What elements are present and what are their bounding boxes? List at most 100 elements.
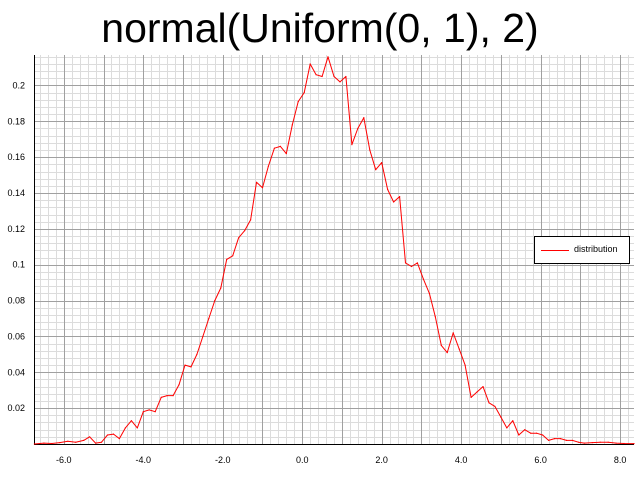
data-point <box>565 439 568 441</box>
y-tick-label: 0.1 <box>12 260 25 270</box>
data-point <box>494 405 496 407</box>
data-point <box>154 411 156 413</box>
data-point <box>291 124 293 126</box>
data-point <box>464 364 466 366</box>
data-point <box>542 434 544 436</box>
data-point <box>482 386 484 388</box>
data-point <box>261 187 264 189</box>
data-point <box>267 165 269 167</box>
data-point <box>100 441 103 443</box>
data-point <box>95 442 97 444</box>
data-point <box>530 432 532 434</box>
data-point <box>33 443 36 445</box>
data-point <box>434 316 436 318</box>
data-point <box>476 391 478 393</box>
data-point <box>500 416 502 418</box>
data-point <box>351 144 353 146</box>
data-point <box>577 441 580 443</box>
data-point <box>51 442 53 445</box>
data-point <box>190 366 192 368</box>
data-point <box>220 287 222 289</box>
data-point <box>178 384 180 386</box>
data-point <box>136 427 138 429</box>
data-point <box>297 101 299 103</box>
data-point <box>506 427 508 429</box>
data-point <box>106 434 109 436</box>
data-point <box>43 442 45 444</box>
data-point <box>452 332 454 334</box>
data-point <box>214 300 216 302</box>
data-point <box>59 442 61 444</box>
data-point <box>184 364 186 366</box>
data-point <box>512 420 514 422</box>
data-point <box>416 262 418 264</box>
data-point <box>160 396 162 398</box>
tick-labels: -6.0 -4.0 -2.0 0.0 2.0 4.0 6.0 8.0 0.02 0.04 0.06 0… <box>7 80 626 465</box>
data-point <box>339 81 341 83</box>
data-point <box>553 438 556 440</box>
y-tick-label: 0.02 <box>7 403 25 413</box>
data-point <box>381 162 383 164</box>
data-point <box>357 127 359 130</box>
x-tick-label: -4.0 <box>136 455 152 465</box>
y-tick-label: 0.14 <box>7 188 25 198</box>
data-point <box>548 439 550 441</box>
y-tick-label: 0.04 <box>7 367 25 377</box>
data-point <box>422 278 424 280</box>
axes <box>34 55 634 445</box>
x-tick-label: -6.0 <box>56 455 72 465</box>
y-tick-label: 0.2 <box>12 80 25 90</box>
data-point <box>75 441 77 443</box>
legend: distribution <box>534 236 630 264</box>
data-point <box>333 75 335 78</box>
data-point <box>315 74 317 76</box>
data-point <box>583 442 585 444</box>
major-gridlines <box>34 55 634 444</box>
data-point <box>470 396 472 398</box>
data-point <box>524 429 526 431</box>
data-point <box>89 436 91 438</box>
data-point <box>615 442 617 444</box>
data-point <box>387 188 389 190</box>
data-point <box>244 230 246 232</box>
data-point <box>202 335 204 337</box>
y-tick-label: 0.12 <box>7 224 25 234</box>
data-point <box>232 255 234 257</box>
data-point <box>321 75 323 78</box>
data-point <box>399 196 401 198</box>
chart-title: normal(Uniform(0, 1), 2) <box>101 5 539 51</box>
data-point <box>273 147 275 149</box>
data-point <box>607 441 609 443</box>
data-point <box>238 237 240 239</box>
data-point <box>458 348 460 350</box>
x-tick-label: 8.0 <box>614 455 627 465</box>
data-point <box>410 265 413 268</box>
data-point <box>633 443 635 445</box>
x-tick-label: 4.0 <box>455 455 468 465</box>
y-tick-label: 0.08 <box>7 296 25 306</box>
data-point <box>327 56 329 58</box>
data-point <box>488 402 490 404</box>
data-point <box>428 292 430 294</box>
data-point <box>309 63 311 65</box>
data-point <box>440 344 442 346</box>
x-tick-label: -2.0 <box>215 455 231 465</box>
data-point <box>208 317 210 320</box>
y-tick-label: 0.16 <box>7 152 25 162</box>
y-tick-label: 0.06 <box>7 331 25 341</box>
data-point <box>518 434 520 436</box>
data-point <box>67 440 69 442</box>
data-point <box>255 181 258 183</box>
series-layer <box>33 56 635 445</box>
data-point <box>130 420 132 422</box>
data-point <box>345 75 347 78</box>
data-point <box>196 353 198 355</box>
data-point <box>124 427 126 429</box>
data-point <box>148 409 150 411</box>
x-tick-label: 2.0 <box>375 455 388 465</box>
data-point <box>250 219 252 221</box>
data-point <box>393 201 395 203</box>
data-point <box>226 258 228 260</box>
data-point <box>83 439 85 441</box>
data-point <box>363 117 365 119</box>
